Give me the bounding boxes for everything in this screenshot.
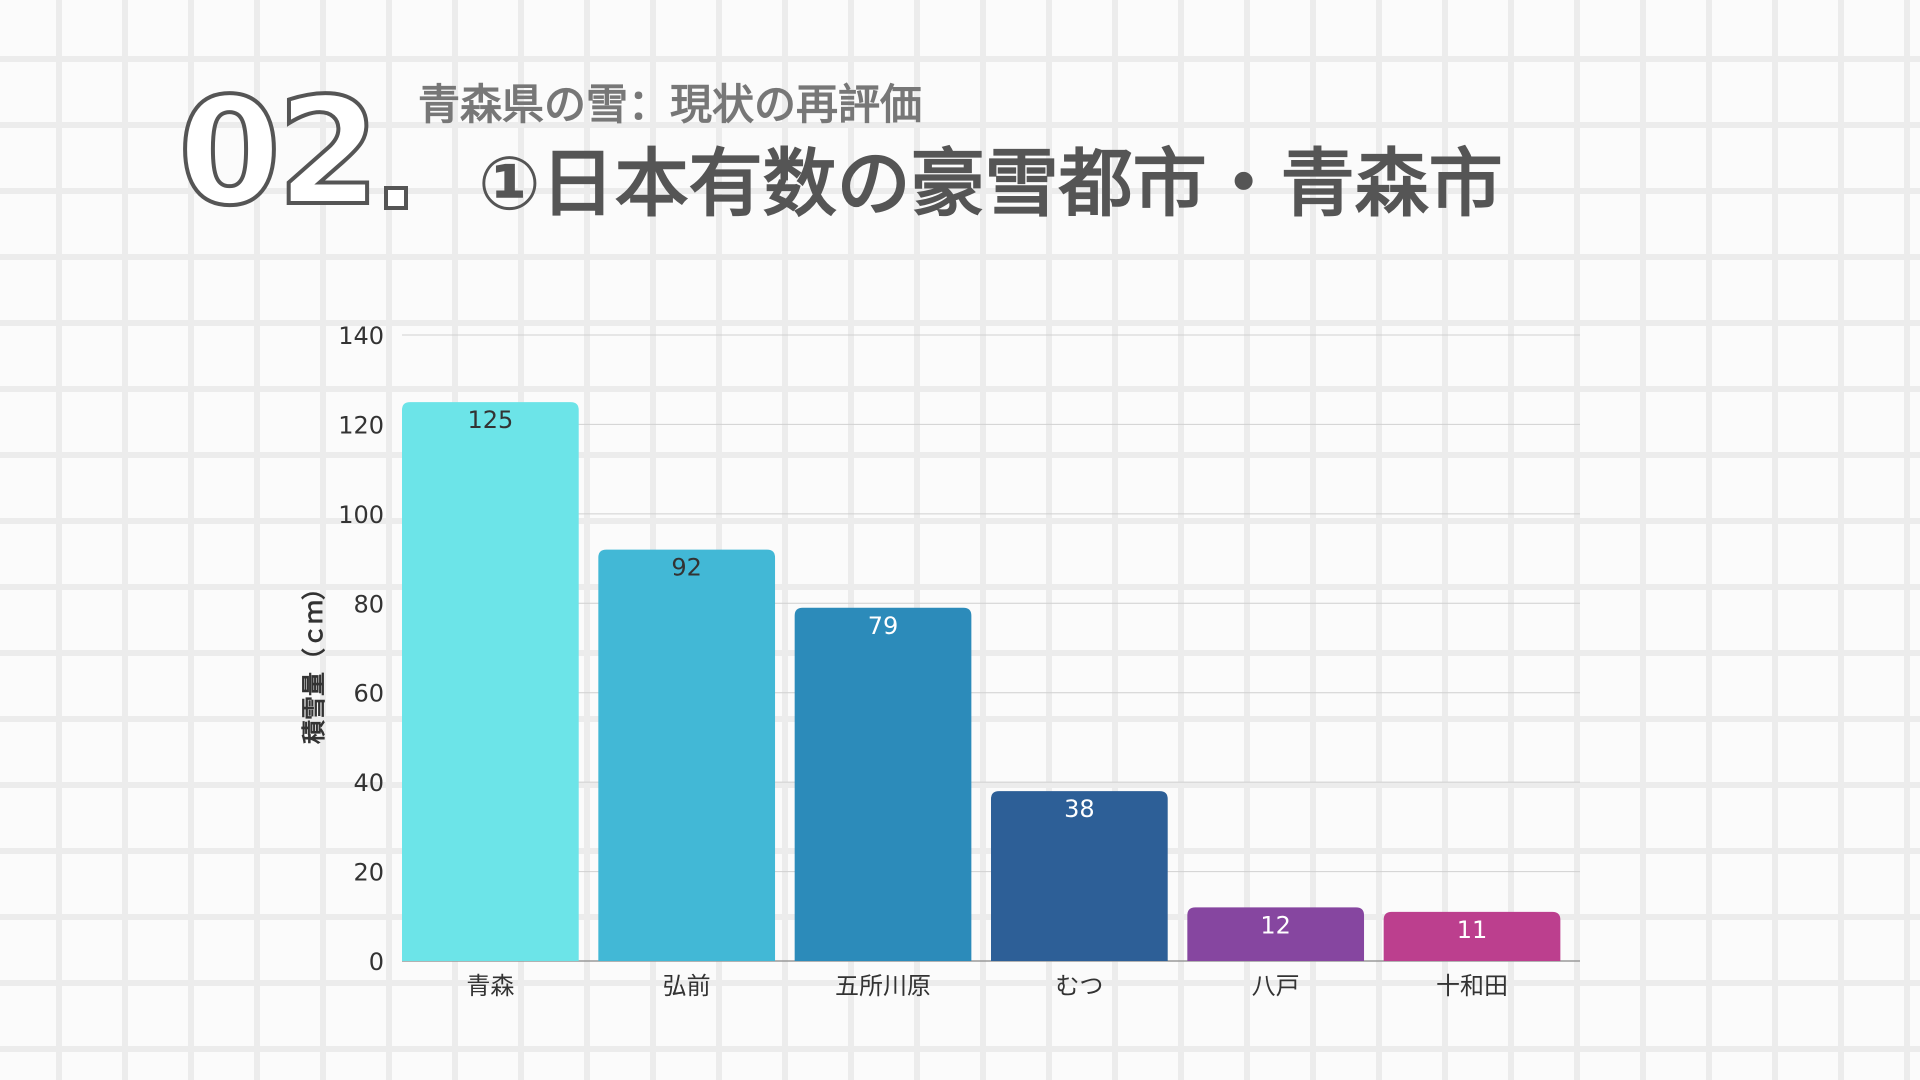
- y-tick-label: 40: [353, 769, 384, 797]
- y-tick-label: 140: [338, 322, 384, 350]
- y-tick-label: 20: [353, 859, 384, 887]
- bar: [402, 402, 579, 962]
- section-number: 02: [176, 66, 382, 238]
- data-label: 125: [467, 406, 513, 434]
- y-tick-label: 100: [338, 501, 384, 529]
- page-subtitle: 青森県の雪：現状の再評価: [418, 80, 923, 129]
- page-title: ①日本有数の豪雪都市・青森市: [478, 141, 1503, 227]
- y-tick-label: 80: [353, 590, 384, 618]
- section-number-dot: [384, 186, 408, 210]
- bar: [598, 549, 776, 961]
- x-tick-label: 五所川原: [835, 972, 931, 1000]
- bar: [1187, 907, 1365, 961]
- bar: [1383, 911, 1561, 961]
- data-label: 12: [1260, 911, 1291, 939]
- x-tick-label: 十和田: [1436, 972, 1508, 1000]
- bar: [794, 607, 972, 961]
- y-tick-label: 0: [369, 948, 384, 976]
- bar: [991, 791, 1168, 961]
- data-label: 92: [671, 554, 702, 582]
- data-label: 38: [1064, 795, 1095, 823]
- x-tick-label: 青森: [466, 972, 514, 1000]
- x-tick-label: 八戸: [1252, 972, 1300, 1000]
- x-tick-label: 弘前: [663, 972, 711, 1000]
- y-tick-label: 120: [338, 411, 384, 439]
- x-tick-label: むつ: [1055, 972, 1103, 1000]
- y-tick-label: 60: [353, 680, 384, 708]
- y-axis-label: 積雪量（ｃｍ）: [300, 576, 328, 744]
- data-label: 11: [1457, 916, 1488, 944]
- data-label: 79: [868, 612, 899, 640]
